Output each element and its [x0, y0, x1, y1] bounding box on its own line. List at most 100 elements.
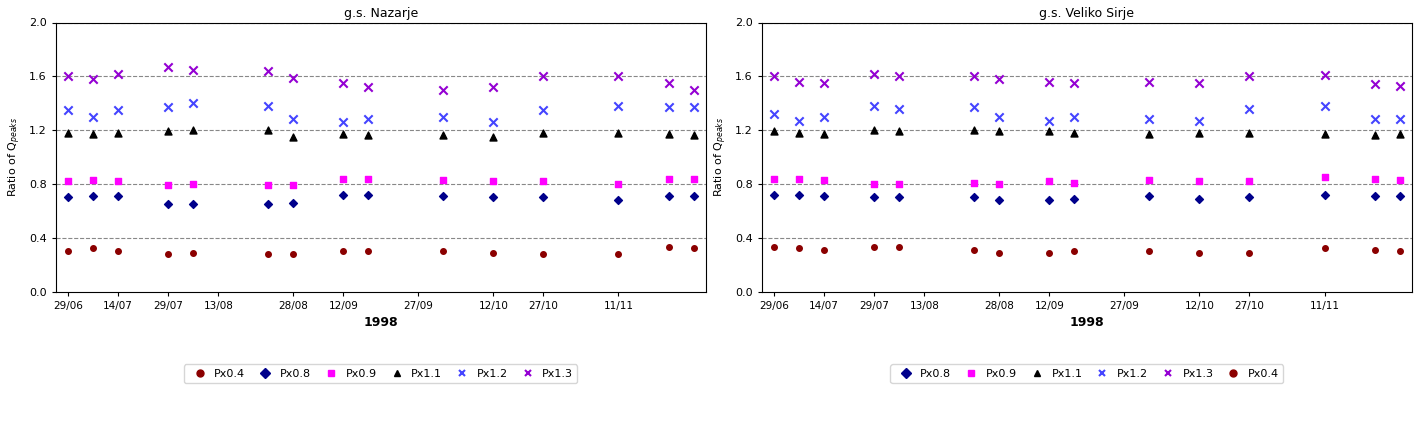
Point: [964, 127, 986, 133]
Point: [282, 133, 305, 140]
Point: [813, 176, 836, 183]
Point: [106, 178, 129, 185]
Point: [988, 181, 1010, 187]
Point: [788, 191, 810, 198]
Point: [683, 104, 705, 111]
Point: [158, 200, 180, 207]
Point: [607, 251, 630, 257]
Point: [158, 128, 180, 135]
Point: [257, 102, 280, 109]
Point: [607, 181, 630, 187]
Point: [332, 79, 355, 86]
Point: [57, 248, 79, 254]
Point: [257, 67, 280, 74]
Point: [1239, 105, 1261, 112]
Point: [1239, 129, 1261, 136]
Point: [358, 175, 380, 182]
Point: [683, 193, 705, 200]
Point: [763, 191, 786, 198]
Point: [657, 175, 680, 182]
Point: [57, 194, 79, 201]
Point: [607, 73, 630, 80]
Point: [482, 178, 505, 185]
Point: [607, 197, 630, 203]
Point: [158, 182, 180, 189]
Point: [888, 128, 911, 135]
Point: [358, 248, 380, 254]
Point: [358, 84, 380, 91]
Point: [964, 246, 986, 253]
Point: [1039, 128, 1061, 135]
Point: [657, 244, 680, 251]
Point: [888, 105, 911, 112]
Point: [788, 117, 810, 124]
Point: [257, 182, 280, 189]
Point: [607, 129, 630, 136]
Point: [607, 102, 630, 109]
Point: [1063, 248, 1086, 254]
Point: [106, 248, 129, 254]
Point: [657, 79, 680, 86]
Point: [1188, 79, 1210, 86]
Point: [431, 176, 454, 183]
Point: [282, 74, 305, 81]
Point: [788, 129, 810, 136]
Point: [282, 251, 305, 257]
Point: [257, 200, 280, 207]
Point: [182, 66, 204, 73]
Point: [1313, 191, 1335, 198]
Point: [482, 84, 505, 91]
Point: [1138, 78, 1161, 85]
Point: [1188, 249, 1210, 256]
Point: [964, 194, 986, 201]
Point: [683, 86, 705, 93]
Point: [964, 73, 986, 80]
Point: [57, 73, 79, 80]
Point: [1039, 117, 1061, 124]
Point: [57, 178, 79, 185]
Point: [332, 131, 355, 138]
Point: [431, 86, 454, 93]
Point: [106, 129, 129, 136]
Title: g.s. Veliko Sirje: g.s. Veliko Sirje: [1039, 7, 1134, 20]
X-axis label: 1998: 1998: [363, 316, 399, 329]
Point: [1063, 79, 1086, 86]
Point: [82, 76, 105, 83]
Point: [1138, 131, 1161, 138]
Point: [1313, 245, 1335, 252]
Point: [988, 197, 1010, 203]
Point: [182, 249, 204, 256]
Point: [763, 175, 786, 182]
Point: [1188, 178, 1210, 185]
Point: [182, 100, 204, 107]
Point: [1364, 132, 1386, 139]
Point: [863, 181, 885, 187]
Point: [1388, 82, 1410, 89]
Point: [282, 116, 305, 123]
Point: [888, 194, 911, 201]
Point: [282, 199, 305, 206]
Point: [1039, 178, 1061, 185]
Point: [788, 245, 810, 252]
Point: [282, 182, 305, 189]
Point: [1364, 175, 1386, 182]
Point: [1313, 131, 1335, 138]
Point: [1063, 195, 1086, 202]
Point: [788, 78, 810, 85]
Point: [482, 249, 505, 256]
Point: [1239, 194, 1261, 201]
Point: [763, 111, 786, 118]
Point: [964, 179, 986, 186]
Point: [1388, 116, 1410, 123]
Point: [1388, 193, 1410, 200]
Point: [82, 193, 105, 200]
Point: [1388, 176, 1410, 183]
Point: [1138, 116, 1161, 123]
Point: [106, 70, 129, 77]
Point: [532, 194, 555, 201]
Point: [1364, 81, 1386, 88]
Point: [813, 131, 836, 138]
Point: [1063, 129, 1086, 136]
Legend: Px0.4, Px0.8, Px0.9, Px1.1, Px1.2, Px1.3: Px0.4, Px0.8, Px0.9, Px1.1, Px1.2, Px1.3: [184, 364, 578, 383]
Point: [988, 113, 1010, 120]
